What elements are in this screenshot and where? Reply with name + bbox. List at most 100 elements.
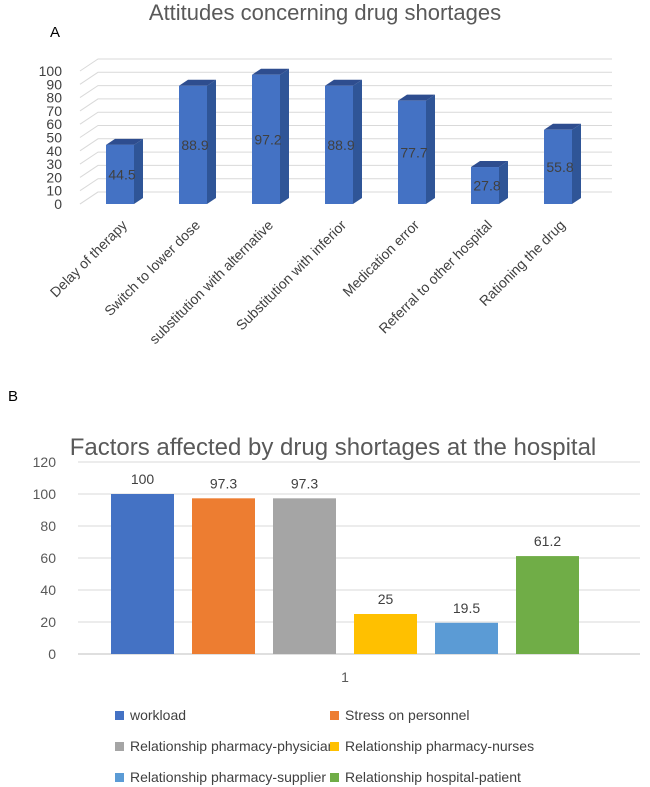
bar-front bbox=[544, 129, 572, 204]
bar-side bbox=[353, 79, 362, 204]
legend-item: Stress on personnel bbox=[330, 707, 470, 723]
data-label: 61.2 bbox=[534, 533, 561, 549]
bar-top bbox=[398, 94, 435, 101]
legend-item: Relationship pharmacy-nurses bbox=[330, 738, 534, 754]
data-label: 97.3 bbox=[291, 475, 318, 491]
bar-front bbox=[471, 167, 499, 204]
data-label: 19.5 bbox=[453, 600, 480, 616]
bar-side bbox=[426, 94, 435, 204]
bar-top bbox=[325, 79, 362, 86]
y-tick-label: 20 bbox=[40, 614, 56, 630]
data-label: 44.5 bbox=[108, 166, 135, 182]
bar-top bbox=[471, 161, 508, 168]
y-tick-label: 10 bbox=[46, 183, 62, 199]
gridline bbox=[79, 138, 612, 152]
legend-item: Relationship pharmacy-physician bbox=[115, 738, 335, 754]
y-tick-label: 80 bbox=[40, 518, 56, 534]
y-tick-label: 70 bbox=[46, 103, 62, 119]
data-label: 97.3 bbox=[210, 475, 237, 491]
bar-workload bbox=[111, 494, 174, 654]
bar-relationship-pharmacy-physician bbox=[273, 498, 336, 654]
y-tick-label: 60 bbox=[40, 550, 56, 566]
legend-label: workload bbox=[130, 707, 187, 723]
bar-front bbox=[325, 85, 353, 204]
bar-front bbox=[106, 144, 134, 204]
bar-relationship-pharmacy-nurses bbox=[354, 614, 417, 654]
legend-item: workload bbox=[115, 707, 186, 723]
legend-item: Relationship hospital-patient bbox=[330, 769, 521, 785]
legend-swatch bbox=[330, 741, 339, 751]
data-label: 27.8 bbox=[473, 178, 500, 194]
bar bbox=[325, 79, 362, 204]
chart-b-title: Factors affected by drug shortages at th… bbox=[69, 434, 597, 461]
panel-a-letter: A bbox=[50, 24, 61, 41]
chart-b-plot: 0 20 40 60 80 100 120 100 97.3 97.3 25 19.5 61.2 1 bbox=[33, 454, 640, 685]
data-label: 88.9 bbox=[327, 137, 354, 153]
bar-relationship-hospital-patient bbox=[516, 556, 579, 654]
bar-top bbox=[179, 79, 216, 86]
y-tick-label: 20 bbox=[46, 169, 62, 185]
legend-label: Relationship hospital-patient bbox=[345, 769, 521, 785]
bar-front bbox=[398, 100, 426, 204]
y-tick-label: 90 bbox=[46, 76, 62, 92]
bar-top bbox=[252, 68, 289, 75]
bar-top bbox=[106, 138, 143, 145]
data-label: 55.8 bbox=[546, 159, 573, 175]
legend-swatch bbox=[115, 772, 124, 782]
bar bbox=[471, 161, 508, 204]
legend-swatch bbox=[115, 741, 124, 751]
panel-b-letter: B bbox=[8, 388, 19, 405]
axis-floor bbox=[79, 191, 99, 205]
y-tick-label: 60 bbox=[46, 116, 62, 132]
gridline bbox=[79, 71, 612, 85]
gridline bbox=[79, 164, 612, 178]
data-label: 97.2 bbox=[254, 131, 281, 147]
y-tick-label: 0 bbox=[54, 196, 62, 212]
legend-swatch bbox=[115, 710, 124, 720]
bar-front bbox=[179, 85, 207, 204]
gridline bbox=[79, 178, 612, 192]
y-tick-label: 100 bbox=[33, 486, 57, 502]
data-label: 100 bbox=[131, 471, 155, 487]
bar-side bbox=[207, 79, 216, 204]
bar bbox=[179, 79, 216, 204]
legend-swatch bbox=[330, 772, 339, 782]
bar bbox=[252, 68, 289, 204]
legend-label: Relationship pharmacy-supplier bbox=[130, 769, 327, 785]
x-tick-label: 1 bbox=[341, 669, 349, 685]
legend-swatch bbox=[330, 710, 339, 720]
bar bbox=[106, 138, 143, 204]
bar-front bbox=[252, 74, 280, 204]
gridline bbox=[79, 111, 612, 125]
bar bbox=[398, 94, 435, 204]
gridline bbox=[79, 151, 612, 165]
legend-label: Relationship pharmacy-nurses bbox=[345, 738, 535, 754]
y-tick-label: 50 bbox=[46, 130, 62, 146]
gridline bbox=[79, 85, 612, 99]
bar-top bbox=[544, 123, 581, 130]
y-tick-label: 40 bbox=[46, 143, 62, 159]
bar bbox=[544, 123, 581, 204]
y-tick-label: 120 bbox=[33, 454, 57, 470]
bar-side bbox=[134, 138, 143, 204]
y-tick-label: 80 bbox=[46, 90, 62, 106]
bar-relationship-pharmacy-supplier bbox=[435, 622, 498, 654]
bar-side bbox=[280, 68, 289, 204]
data-label: 88.9 bbox=[181, 137, 208, 153]
gridline bbox=[79, 125, 612, 138]
data-label: 77.7 bbox=[400, 144, 427, 160]
y-tick-label: 100 bbox=[39, 63, 63, 79]
y-tick-label: 0 bbox=[48, 646, 56, 662]
bar-stress-on-personnel bbox=[192, 498, 255, 654]
gridline bbox=[79, 98, 612, 112]
legend-item: Relationship pharmacy-supplier bbox=[115, 769, 326, 785]
bar-side bbox=[572, 123, 581, 204]
y-tick-label: 30 bbox=[46, 156, 62, 172]
bar-side bbox=[499, 161, 508, 204]
y-tick-label: 40 bbox=[40, 582, 56, 598]
chart-a-title: Attitudes concerning drug shortages bbox=[148, 0, 502, 25]
gridline bbox=[79, 58, 612, 72]
legend-label: Relationship pharmacy-physician bbox=[130, 738, 336, 754]
data-label: 25 bbox=[378, 591, 394, 607]
